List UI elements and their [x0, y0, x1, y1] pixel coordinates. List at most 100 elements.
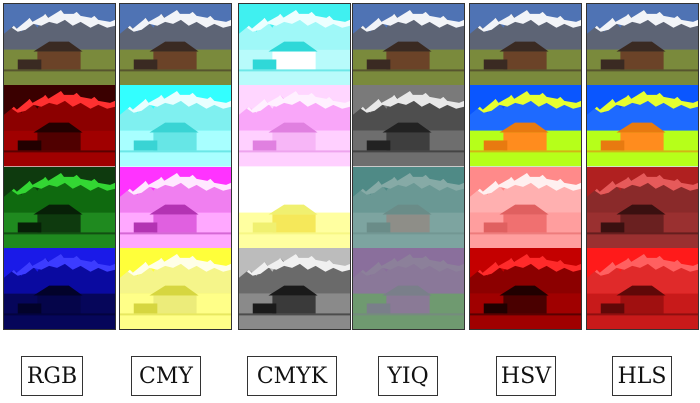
shed — [483, 221, 508, 232]
channel-panel-cmyk-k — [239, 247, 350, 329]
snow-caps — [246, 253, 350, 276]
fence-line — [353, 313, 464, 316]
mountain-range — [353, 9, 464, 50]
snow-caps — [360, 91, 464, 113]
channel-panel-hsv-h — [470, 85, 581, 167]
mountain-range — [4, 9, 115, 50]
fence-line — [470, 69, 581, 72]
snow-caps — [594, 172, 698, 195]
landscape-thumbnail — [353, 4, 464, 86]
channel-panel-cmyk-y — [239, 166, 350, 248]
barn — [386, 295, 430, 314]
landscape-thumbnail — [470, 4, 581, 86]
snow-caps — [127, 91, 231, 113]
channel-panel-yiq-original — [353, 4, 464, 86]
channel-panel-hls-h — [587, 85, 698, 167]
mountain-range — [239, 253, 350, 294]
barn-roof — [382, 122, 432, 133]
color-model-column-rgb — [3, 3, 116, 330]
landscape-thumbnail — [4, 4, 115, 86]
landscape-thumbnail — [470, 166, 581, 248]
mountain-range — [120, 9, 231, 50]
color-model-column-hls — [586, 3, 699, 330]
channel-panel-yiq-q — [353, 247, 464, 329]
barn-roof — [268, 285, 318, 296]
landscape-thumbnail — [587, 85, 698, 167]
barn — [272, 132, 316, 151]
mountain-range — [120, 172, 231, 213]
barn-roof — [33, 41, 83, 52]
barn — [153, 214, 197, 232]
channel-panel-rgb-g — [4, 166, 115, 248]
fence-line — [587, 231, 698, 234]
snow-caps — [246, 9, 350, 32]
snow-caps — [594, 91, 698, 113]
landscape-thumbnail — [353, 85, 464, 167]
barn — [153, 51, 197, 70]
barn-roof — [33, 285, 83, 296]
shed — [483, 140, 508, 151]
color-model-label: RGB — [21, 356, 83, 396]
barn-roof — [382, 41, 432, 52]
barn — [153, 295, 197, 314]
fence-line — [120, 231, 231, 234]
shed — [366, 140, 391, 151]
snow-caps — [127, 172, 231, 195]
barn-roof — [499, 204, 549, 215]
barn — [386, 51, 430, 70]
barn — [37, 51, 81, 70]
channel-panel-hsv-v — [470, 247, 581, 329]
fence-line — [239, 313, 350, 316]
snow-caps — [477, 253, 581, 276]
mountain-range — [470, 172, 581, 213]
snow-caps — [360, 172, 464, 195]
landscape-thumbnail — [4, 85, 115, 167]
color-model-label: CMY — [131, 356, 201, 396]
mountain-range — [587, 91, 698, 131]
barn-roof — [149, 285, 199, 296]
snow-caps — [11, 91, 115, 113]
shed — [252, 303, 277, 314]
mountain-range — [587, 253, 698, 294]
shed — [366, 221, 391, 232]
shed — [252, 59, 277, 70]
mountain-range — [4, 91, 115, 131]
landscape-thumbnail — [239, 4, 350, 86]
shed — [133, 59, 158, 70]
fence-line — [4, 150, 115, 153]
fence-line — [353, 150, 464, 153]
snow-caps — [11, 172, 115, 195]
shed — [600, 303, 625, 314]
color-model-label: HLS — [612, 356, 672, 396]
barn-roof — [268, 204, 318, 215]
snow-caps — [246, 172, 350, 195]
barn — [620, 51, 664, 70]
snow-caps — [594, 9, 698, 32]
mountain-range — [587, 9, 698, 50]
shed — [483, 59, 508, 70]
shed — [483, 303, 508, 314]
shed — [252, 221, 277, 232]
fence-line — [587, 150, 698, 153]
fence-line — [120, 313, 231, 316]
barn — [620, 214, 664, 232]
channel-panel-hls-s — [587, 247, 698, 329]
barn-roof — [616, 122, 666, 133]
shed — [600, 221, 625, 232]
fence-line — [587, 313, 698, 316]
landscape-thumbnail — [470, 247, 581, 329]
mountain-range — [470, 9, 581, 50]
barn — [503, 295, 547, 314]
channel-panel-rgb-r — [4, 85, 115, 167]
barn-roof — [616, 204, 666, 215]
barn — [620, 295, 664, 314]
shed — [366, 59, 391, 70]
barn — [620, 132, 664, 151]
shed — [17, 59, 42, 70]
color-model-column-cmyk — [238, 3, 351, 330]
shed — [600, 59, 625, 70]
mountain-range — [470, 253, 581, 294]
channel-panel-rgb-original — [4, 4, 115, 86]
shed — [17, 140, 42, 151]
shed — [133, 221, 158, 232]
